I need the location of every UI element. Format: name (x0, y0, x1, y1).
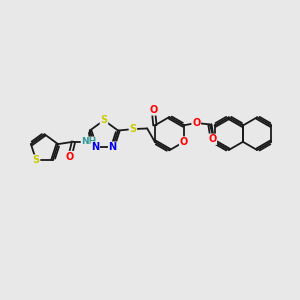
Text: S: S (100, 115, 107, 125)
Text: O: O (149, 105, 158, 115)
Text: O: O (208, 134, 216, 144)
Text: S: S (129, 124, 137, 134)
Text: NH: NH (81, 137, 97, 146)
Text: O: O (192, 118, 200, 128)
Text: S: S (32, 155, 40, 165)
Text: O: O (180, 137, 188, 147)
Text: N: N (109, 142, 117, 152)
Text: O: O (66, 152, 74, 162)
Text: N: N (91, 142, 99, 152)
